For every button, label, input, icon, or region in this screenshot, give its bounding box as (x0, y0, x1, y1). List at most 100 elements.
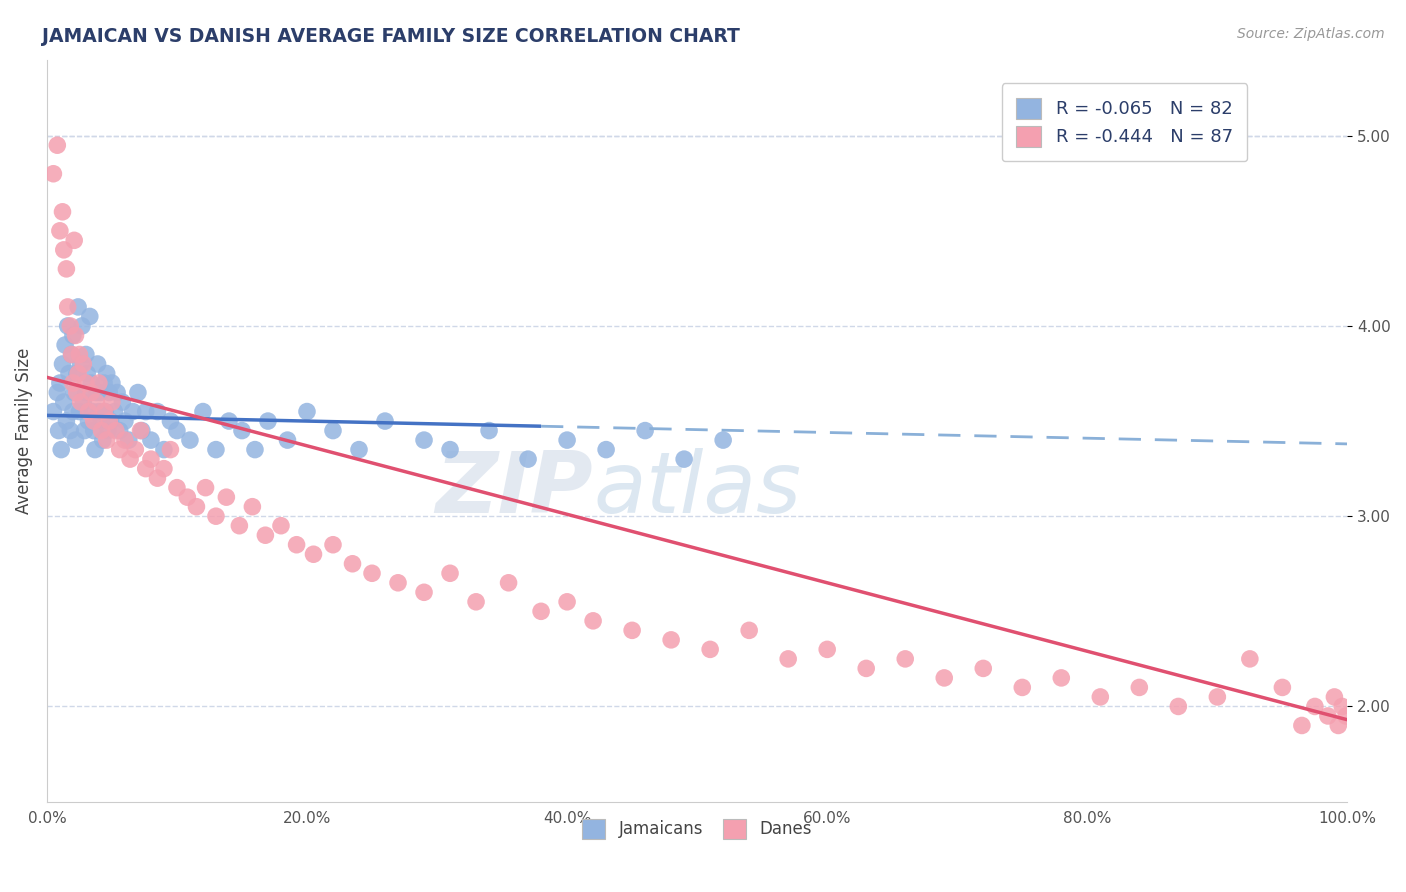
Point (738, 624, 761, 638)
Point (42, 404, 65, 418)
Point (104, 424, 127, 438)
Point (86, 357, 108, 371)
Point (66, 385, 89, 400)
Point (83, 414, 105, 428)
Point (1090, 690, 1112, 704)
Point (498, 575, 520, 590)
Point (205, 509, 228, 524)
Point (1334, 709, 1357, 723)
Point (243, 442, 266, 457)
Point (59, 424, 82, 438)
Point (855, 661, 877, 675)
Point (111, 395, 134, 409)
Point (65, 328, 87, 343)
Point (166, 481, 188, 495)
Point (67, 367, 90, 381)
Point (120, 452, 142, 467)
Point (582, 614, 605, 628)
Point (75, 385, 97, 400)
Point (191, 404, 214, 418)
Point (75, 347, 97, 361)
Point (52, 243, 75, 257)
Point (93, 376, 115, 390)
Point (1206, 690, 1229, 704)
Point (555, 433, 578, 447)
Point (1331, 699, 1354, 714)
Point (374, 414, 396, 428)
Point (131, 424, 153, 438)
Point (76, 367, 98, 381)
Point (621, 624, 644, 638)
Point (63, 385, 86, 400)
Text: atlas: atlas (593, 449, 801, 532)
Point (228, 518, 250, 533)
Point (530, 604, 553, 618)
Point (194, 481, 217, 495)
Point (215, 490, 238, 504)
Point (100, 414, 122, 428)
Point (98, 385, 121, 400)
Point (66, 367, 89, 381)
Point (77, 414, 100, 428)
Point (595, 442, 617, 457)
Point (699, 642, 721, 657)
Point (146, 404, 169, 418)
Point (73, 424, 96, 438)
Point (83, 424, 105, 438)
Point (1050, 671, 1073, 685)
Point (276, 433, 298, 447)
Point (322, 538, 344, 552)
Point (439, 442, 461, 457)
Point (98, 414, 121, 428)
Point (1323, 690, 1346, 704)
Point (69, 357, 91, 371)
Point (1303, 699, 1326, 714)
Point (77, 404, 100, 418)
Point (1167, 699, 1189, 714)
Point (478, 424, 501, 438)
Point (159, 442, 181, 457)
Point (894, 652, 917, 666)
Point (1011, 681, 1033, 695)
Point (48, 424, 70, 438)
Point (302, 547, 325, 561)
Point (90, 414, 112, 428)
Point (778, 652, 800, 666)
Point (93, 404, 115, 418)
Point (42, 167, 65, 181)
Point (52, 395, 75, 409)
Point (70, 318, 93, 333)
Point (82, 404, 104, 418)
Point (342, 557, 364, 571)
Point (59, 318, 82, 333)
Point (179, 433, 201, 447)
Point (87, 404, 110, 418)
Point (49, 224, 72, 238)
Point (51, 442, 73, 457)
Point (146, 471, 169, 485)
Point (135, 404, 157, 418)
Point (465, 595, 488, 609)
Point (84, 385, 107, 400)
Point (55, 414, 77, 428)
Point (1271, 681, 1294, 695)
Point (108, 442, 131, 457)
Point (1316, 709, 1339, 723)
Point (51, 204, 73, 219)
Point (124, 442, 146, 457)
Point (46, 385, 69, 400)
Point (90, 424, 112, 438)
Point (49, 376, 72, 390)
Point (80, 385, 103, 400)
Point (101, 395, 124, 409)
Point (1327, 718, 1350, 732)
Point (135, 461, 157, 475)
Point (257, 414, 280, 428)
Point (517, 452, 540, 467)
Point (159, 414, 181, 428)
Point (84, 395, 107, 409)
Point (634, 424, 657, 438)
Point (72, 357, 94, 371)
Point (1128, 681, 1150, 695)
Text: ZIP: ZIP (436, 449, 593, 532)
